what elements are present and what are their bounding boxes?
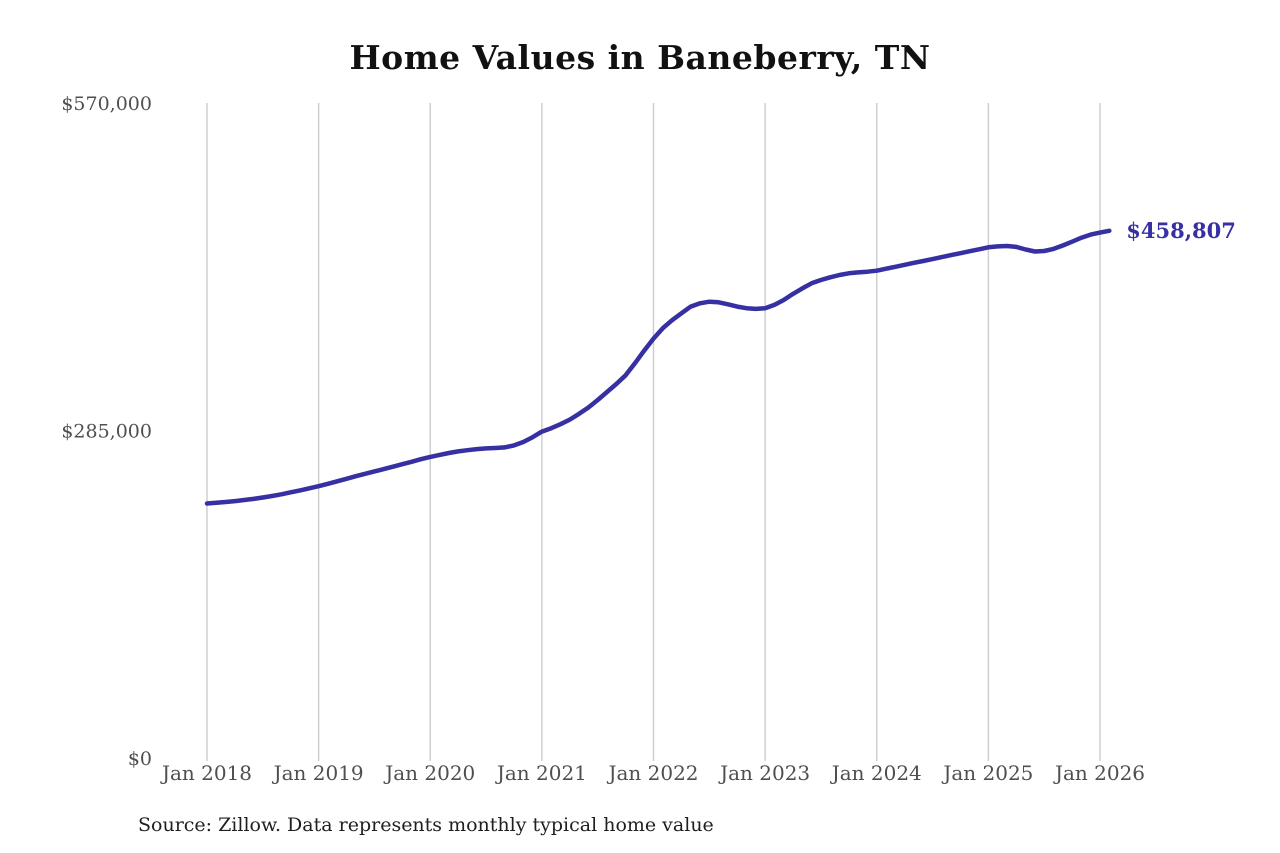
x-tick-label: Jan 2019	[272, 761, 364, 785]
y-axis-tick-labels: $570,000 $285,000 $0	[61, 93, 152, 770]
x-tick-label: Jan 2026	[1053, 761, 1145, 785]
y-tick-label: $570,000	[61, 93, 152, 115]
source-note: Source: Zillow. Data represents monthly …	[138, 814, 714, 836]
y-tick-label: $285,000	[61, 421, 152, 443]
x-tick-label: Jan 2022	[606, 761, 698, 785]
series-line-home-value	[204, 228, 1112, 506]
x-tick-label: Jan 2025	[941, 761, 1033, 785]
x-tick-label: Jan 2018	[160, 761, 252, 785]
x-tick-label: Jan 2024	[830, 761, 922, 785]
x-tick-label: Jan 2021	[495, 761, 587, 785]
x-tick-label: Jan 2023	[718, 761, 810, 785]
x-axis-tick-labels: Jan 2018 Jan 2019 Jan 2020 Jan 2021 Jan 2022…	[160, 761, 1145, 785]
x-tick-label: Jan 2020	[383, 761, 475, 785]
end-value-label: $458,807	[1126, 218, 1236, 243]
chart-title: Home Values in Baneberry, TN	[349, 38, 931, 77]
gridlines-group	[206, 103, 1101, 761]
y-tick-label: $0	[128, 748, 152, 770]
